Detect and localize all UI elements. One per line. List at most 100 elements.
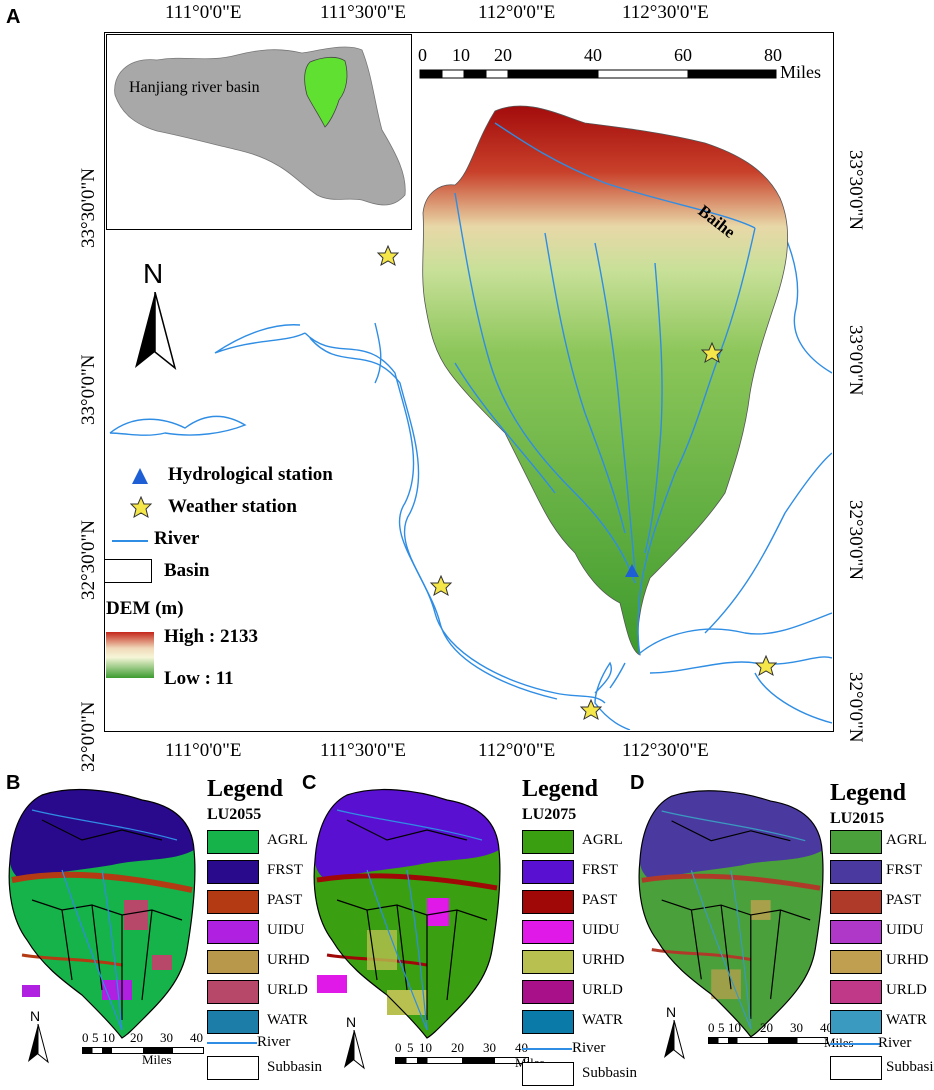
scale-a-unit: Miles: [780, 62, 821, 82]
bottom-lon-1: 111°0'0"E: [165, 740, 242, 761]
c-river-icon: [522, 1048, 572, 1050]
top-lon-2: 111°30'0"E: [320, 2, 406, 23]
d-legend-sub: LU2015: [830, 810, 885, 827]
c-scale-5: 5: [407, 1040, 414, 1055]
d-lbl-subbasin: Subbasin: [886, 1059, 934, 1075]
panel-b-scale: 0 5 10 20 30 40 Miles: [82, 1030, 212, 1070]
b-legend-sub: LU2055: [207, 806, 262, 823]
c-legend-sub: LU2075: [522, 806, 577, 823]
panel-b-letter: B: [6, 772, 21, 794]
right-lat-3: 32°30'0"N: [845, 500, 866, 580]
d-swatch-agrl: [830, 830, 882, 854]
weather-stars: [376, 244, 778, 721]
c-lbl-urhd: URHD: [582, 952, 625, 968]
b-swatch-subbasin: [207, 1056, 259, 1080]
d-swatch-subbasin: [830, 1056, 882, 1080]
weather-station-star: [376, 244, 400, 267]
c-scale-bar: [395, 1057, 529, 1064]
panel-d-north-letter: N: [666, 1004, 677, 1020]
panel-d-map: [638, 790, 824, 1038]
d-swatch-uidu: [830, 920, 882, 944]
c-lbl-frst: FRST: [582, 862, 618, 878]
scale-a-tick-10: 10: [452, 45, 470, 65]
b-lbl-frst: FRST: [267, 862, 303, 878]
scale-a-tick-80: 80: [764, 45, 782, 65]
d-scale-40: 40: [820, 1020, 833, 1035]
outer-rivers: [109, 192, 832, 730]
panel-b-map: [8, 788, 196, 1039]
c-lbl-urld: URLD: [582, 982, 623, 998]
b-swatch-watr: [207, 1010, 259, 1034]
b-scale-30: 30: [160, 1030, 173, 1045]
b-scale-5: 5: [92, 1030, 99, 1045]
bottom-lon-4: 112°30'0"E: [622, 740, 709, 761]
b-lbl-subbasin: Subbasin: [267, 1059, 323, 1075]
panel-d-letter: D: [630, 772, 645, 794]
c-swatch-urhd: [522, 950, 574, 974]
b-swatch-uidu: [207, 920, 259, 944]
d-scale-5: 5: [718, 1020, 725, 1035]
d-scale-20: 20: [760, 1020, 773, 1035]
c-swatch-watr: [522, 1010, 574, 1034]
legend-river-label: River: [154, 528, 200, 549]
c-lbl-uidu: UIDU: [582, 922, 620, 938]
c-scale-0: 0: [395, 1040, 402, 1055]
c-scale-20: 20: [451, 1040, 464, 1055]
dem-gradient-swatch: [106, 632, 154, 678]
left-lat-1: 33°30'0"N: [78, 168, 99, 248]
inset-label: Hanjiang river basin: [129, 79, 260, 96]
inset-svg: Hanjiang river basin: [114, 46, 406, 206]
baihe-basin-highlight: [304, 56, 348, 128]
scale-bar-a: 0 10 20 40 60 80 Miles: [418, 44, 838, 84]
d-scale-unit: Miles: [824, 1035, 854, 1050]
b-lbl-river: River: [257, 1034, 291, 1050]
panel-c-letter: C: [302, 772, 317, 794]
scale-a-tick-40: 40: [584, 45, 602, 65]
b-scale-bar: [82, 1047, 204, 1054]
b-lbl-urld: URLD: [267, 982, 308, 998]
c-legend-title: Legend: [522, 776, 599, 802]
weather-station-star: [700, 341, 724, 364]
top-lon-3: 112°0'0"E: [478, 2, 556, 23]
river-legend-icon: [112, 540, 148, 542]
panel-d-scale: 0 5 10 20 30 40 Miles: [708, 1020, 868, 1064]
b-legend-title: Legend: [207, 776, 284, 802]
c-lbl-river: River: [572, 1040, 606, 1056]
d-scale-30: 30: [790, 1020, 803, 1035]
left-lat-2: 33°0'0"N: [78, 354, 99, 426]
d-scale-0: 0: [708, 1020, 715, 1035]
b-lbl-agrl: AGRL: [267, 832, 308, 848]
basin-dem: [422, 105, 789, 656]
d-river-icon: [830, 1043, 880, 1045]
d-lbl-agrl: AGRL: [886, 832, 927, 848]
bottom-lon-2: 111°30'0"E: [320, 740, 406, 761]
right-lat-1: 33°30'0"N: [845, 150, 866, 230]
panel-c-north-letter: N: [346, 1014, 357, 1030]
d-swatch-urhd: [830, 950, 882, 974]
dem-high: High : 2133: [164, 626, 258, 647]
map-frame: Baihe: [104, 32, 834, 732]
d-lbl-uidu: UIDU: [886, 922, 924, 938]
d-swatch-frst: [830, 860, 882, 884]
scale-a-tick-0: 0: [418, 45, 427, 65]
d-lbl-river: River: [878, 1035, 912, 1051]
basin-rivers: [454, 122, 756, 656]
panel-d-legend: Legend LU2015 AGRL FRST PAST UIDU URHD U…: [826, 780, 934, 1080]
d-lbl-urhd: URHD: [886, 952, 929, 968]
b-scale-10: 10: [102, 1030, 115, 1045]
panel-b-north-icon: [28, 1024, 49, 1064]
b-swatch-frst: [207, 860, 259, 884]
weather-legend-icon: [130, 496, 153, 518]
d-legend-title: Legend: [830, 780, 907, 806]
b-scale-unit: Miles: [142, 1052, 172, 1067]
north-arrow-a: N: [133, 258, 183, 373]
d-lbl-urld: URLD: [886, 982, 927, 998]
b-lbl-urhd: URHD: [267, 952, 310, 968]
d-swatch-urld: [830, 980, 882, 1004]
panel-c-legend: Legend LU2075 AGRL FRST PAST UIDU URHD U…: [518, 776, 637, 1086]
top-lon-1: 111°0'0"E: [165, 2, 242, 23]
d-scale-10: 10: [728, 1020, 741, 1035]
c-lbl-agrl: AGRL: [582, 832, 623, 848]
c-swatch-subbasin: [522, 1062, 574, 1086]
b-lbl-uidu: UIDU: [267, 922, 305, 938]
